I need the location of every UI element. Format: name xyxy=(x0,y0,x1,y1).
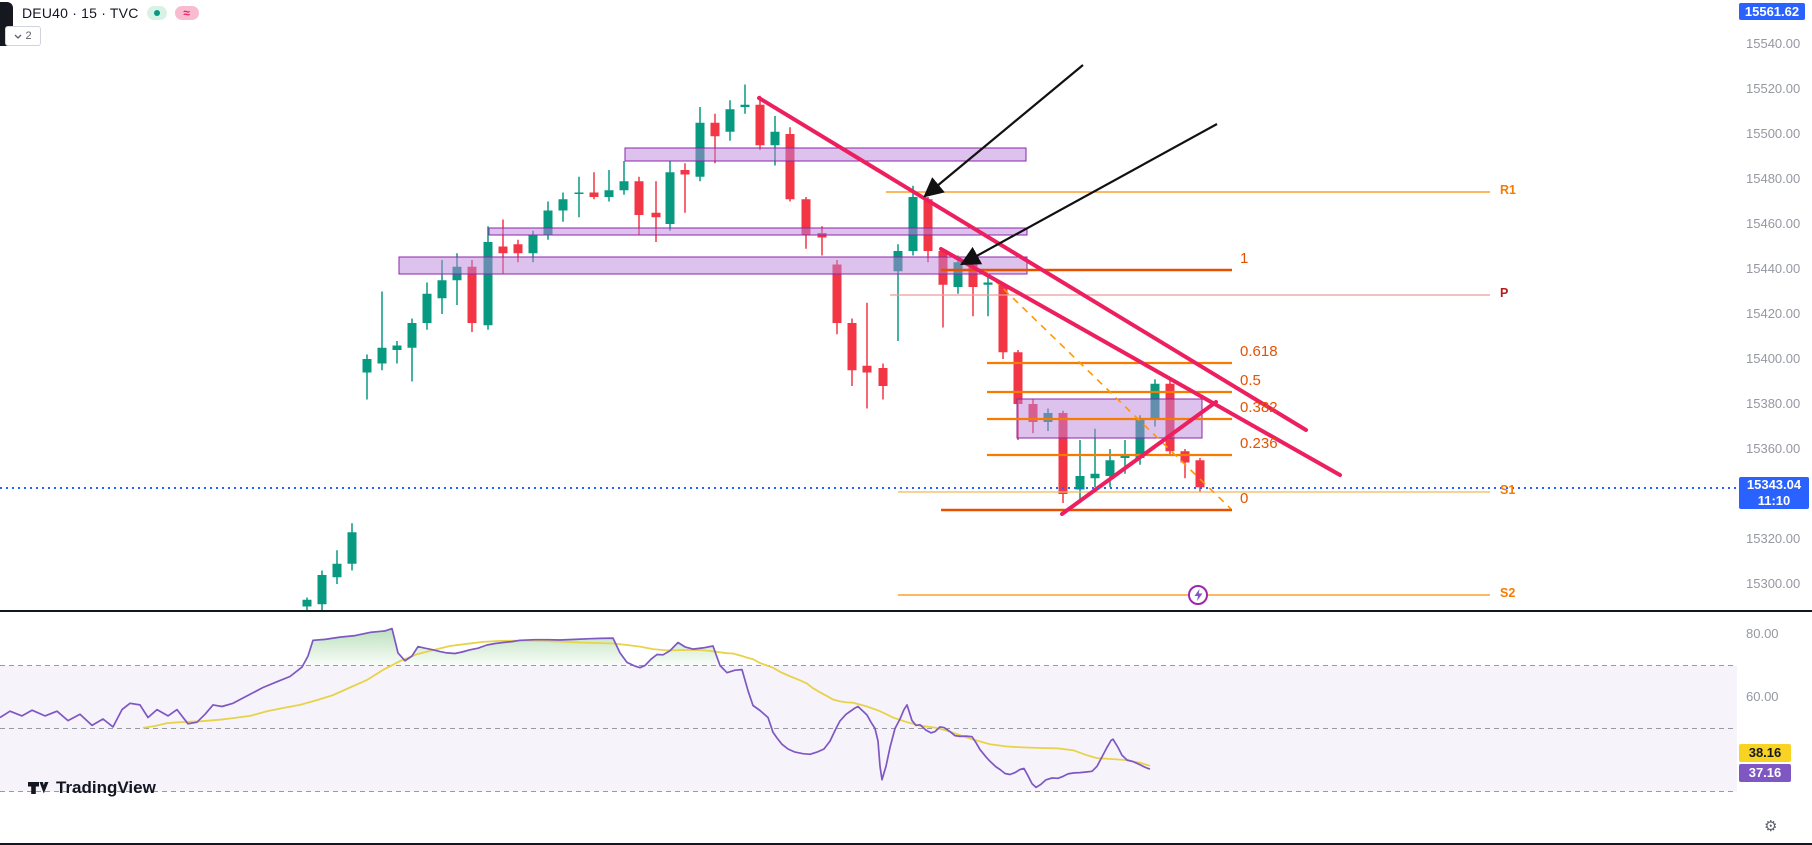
indicator-collapse-button[interactable]: 2 xyxy=(5,26,41,46)
price-axis-label: 15320.00 xyxy=(1746,531,1801,546)
chevron-down-icon xyxy=(14,34,22,39)
fib-level-label: 0.236 xyxy=(1240,435,1278,452)
last-price-tag: 15343.04 11:10 xyxy=(1739,477,1809,509)
rsi-ma-line xyxy=(142,639,1151,767)
supply-demand-zone xyxy=(398,256,1028,275)
bottom-frame-line xyxy=(0,843,1812,845)
trend-line xyxy=(939,247,1342,477)
pivot-label-p: P xyxy=(1500,286,1509,300)
price-axis-label: 15300.00 xyxy=(1746,576,1801,591)
trend-line xyxy=(1060,400,1218,516)
rsi-value-tag: 38.16 xyxy=(1739,744,1791,762)
price-axis-label: 15520.00 xyxy=(1746,81,1801,96)
price-axis-label: 15360.00 xyxy=(1746,441,1801,456)
fib-level-label: 1 xyxy=(1240,250,1249,267)
pivot-label-s1: S1 xyxy=(1500,483,1516,497)
annotation-arrow xyxy=(960,123,1218,266)
tradingview-mark-icon xyxy=(28,782,49,794)
symbol-legend: DEU40 · 15 · TVC ≈ xyxy=(22,5,199,21)
price-axis-label: 15400.00 xyxy=(1746,351,1801,366)
fib-level-label: 0.618 xyxy=(1240,343,1278,360)
time-axis[interactable] xyxy=(0,812,1812,843)
last-price-value: 15343.04 xyxy=(1746,477,1802,492)
rsi-line xyxy=(0,627,1151,789)
price-axis-label: 80.00 xyxy=(1746,626,1779,641)
session-price-tag: 15561.62 xyxy=(1739,3,1805,20)
supply-demand-zone xyxy=(488,227,1028,236)
price-axis-label: 15380.00 xyxy=(1746,396,1801,411)
tradingview-logo-text: TradingView xyxy=(56,778,156,797)
price-axis-label: 15420.00 xyxy=(1746,306,1801,321)
supply-demand-zone xyxy=(624,147,1027,162)
annotation-arrow xyxy=(923,64,1084,198)
rsi-value-tag: 37.16 xyxy=(1739,764,1791,782)
price-axis-label: 15460.00 xyxy=(1746,216,1801,231)
price-axis-label: 15500.00 xyxy=(1746,126,1801,141)
time-axis-settings-gear-icon[interactable]: ⚙ xyxy=(1764,818,1778,835)
trend-line xyxy=(757,96,1308,432)
pivot-label-s2: S2 xyxy=(1500,586,1516,600)
pane-divider[interactable] xyxy=(0,610,1812,612)
last-price-time: 11:10 xyxy=(1757,493,1791,508)
symbol-title[interactable]: DEU40 · 15 · TVC xyxy=(22,5,139,21)
fib-level-label: 0.382 xyxy=(1240,399,1278,416)
price-axis-label: 15540.00 xyxy=(1746,36,1801,51)
fib-level-label: 0.5 xyxy=(1240,372,1261,389)
price-axis-label: 15480.00 xyxy=(1746,171,1801,186)
pivot-label-r1: R1 xyxy=(1500,183,1516,197)
tradingview-logo[interactable]: TradingView xyxy=(28,778,156,798)
delayed-data-icon[interactable]: ≈ xyxy=(174,6,199,20)
price-axis-label: 60.00 xyxy=(1746,689,1779,704)
price-axis-label: 15440.00 xyxy=(1746,261,1801,276)
price-pane xyxy=(302,64,1490,610)
indicator-count: 2 xyxy=(25,30,32,42)
lightning-badge-icon[interactable] xyxy=(1188,585,1208,605)
rsi-pane xyxy=(0,627,1737,792)
market-status-dot-icon[interactable] xyxy=(146,6,167,20)
fib-level-label: 0 xyxy=(1240,490,1249,507)
